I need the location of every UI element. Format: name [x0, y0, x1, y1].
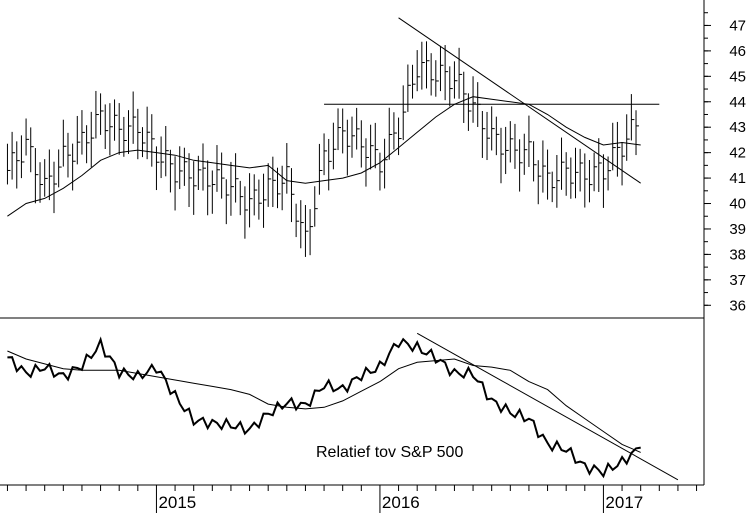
y-tick-label: 37	[729, 272, 746, 289]
relative-strength-line	[7, 336, 641, 479]
y-tick-label: 40	[729, 196, 746, 213]
y-tick-label: 36	[729, 297, 746, 314]
y-tick-label: 44	[729, 94, 746, 111]
y-tick-label: 45	[729, 68, 746, 85]
x-tick-label: 2016	[382, 493, 420, 512]
y-tick-label: 38	[729, 246, 746, 263]
relative-annotation: Relatief tov S&P 500	[316, 444, 463, 461]
y-tick-label: 43	[729, 119, 746, 136]
relative-moving-average	[7, 350, 641, 453]
y-tick-label: 46	[729, 43, 746, 60]
price-moving-average	[7, 96, 641, 217]
y-tick-label: 42	[729, 145, 746, 162]
y-tick-label: 41	[729, 170, 746, 187]
x-tick-label: 2017	[605, 493, 643, 512]
y-tick-label: 47	[729, 17, 746, 34]
price-panel	[6, 17, 660, 257]
price-trend-line	[398, 17, 641, 184]
relative-panel: Relatief tov S&P 500	[7, 332, 679, 481]
y-tick-label: 39	[729, 221, 746, 238]
x-tick-label: 2015	[158, 493, 196, 512]
relative-trend-line	[416, 332, 679, 481]
